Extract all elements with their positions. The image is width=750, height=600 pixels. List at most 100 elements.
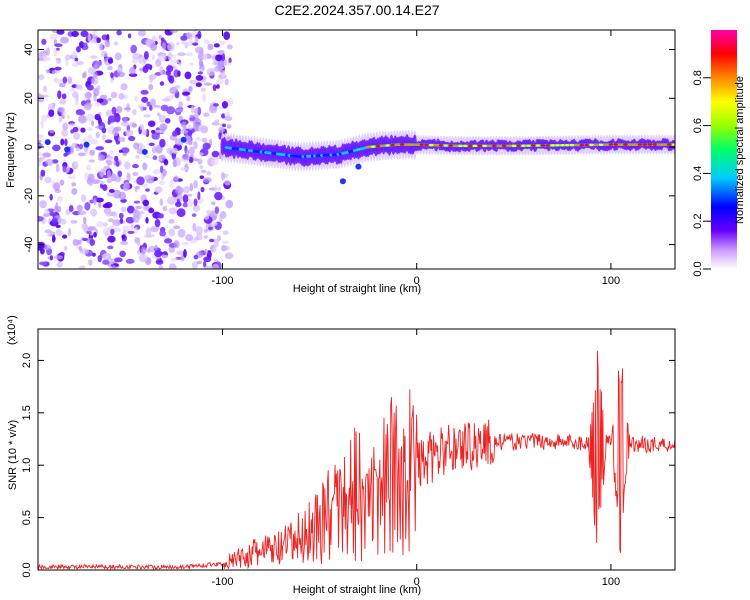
spectrogram-noise-mark (159, 81, 165, 86)
spectrogram-x-tick-label: 100 (602, 275, 620, 287)
spectrogram-noise-mark (71, 182, 77, 187)
spectrogram-noise-mark (87, 134, 93, 143)
spectrogram-noise-mark (182, 202, 188, 208)
spectrogram-noise-mark (78, 245, 82, 252)
spectrogram-noise-mark (168, 207, 178, 215)
spectrogram-noise-mark (116, 30, 122, 36)
spectrogram-noise-mark (226, 44, 233, 50)
spectrogram-noise-mark (203, 228, 208, 233)
spectrogram-frame (37, 29, 676, 270)
spectrogram-band-peak (608, 143, 614, 146)
spectrogram-noise-mark (51, 234, 56, 243)
spectrogram-noise-mark (208, 104, 218, 114)
spectrogram-band-peak (492, 144, 497, 148)
spectrogram-noise-mark (202, 177, 212, 183)
spectrogram-noise-mark (70, 219, 78, 224)
spectrogram-noise-mark (167, 196, 177, 205)
spectrogram-noise-mark (181, 242, 190, 246)
spectrogram-noise-mark (201, 137, 207, 143)
spectrogram-noise-mark (189, 36, 193, 45)
spectrogram-y-tick-label: 40 (23, 43, 35, 55)
snr-x-tick-label: 0 (414, 576, 420, 588)
spectrogram-band-peak (477, 144, 483, 148)
spectrogram-noise-mark (221, 53, 226, 62)
spectrogram-noise-mark (95, 131, 100, 139)
snr-x-label: Height of straight line (km) (293, 584, 421, 596)
spectrogram-noise-mark (124, 182, 130, 191)
spectrogram-noise-mark (127, 230, 135, 234)
spectrogram-noise-mark (161, 254, 168, 259)
spectrogram-band-peak (637, 143, 643, 146)
spectrogram-band-peak (414, 143, 419, 146)
spectrogram-noise-mark (136, 176, 145, 186)
spectrogram-noise-mark (217, 59, 225, 69)
spectrogram-noise-mark (119, 218, 124, 224)
spectrogram-noise-mark (107, 58, 114, 64)
spectrogram-noise-mark (123, 107, 132, 111)
spectrogram-noise-mark (184, 149, 190, 156)
spectrogram-noise-mark (119, 240, 129, 245)
spectrogram-noise-mark (131, 58, 139, 64)
spectrogram-noise-mark (189, 62, 194, 66)
spectrogram-noise-mark (142, 199, 150, 207)
snr-y-tick-label: 0.5 (21, 510, 33, 525)
spectrogram-noise-mark (49, 255, 54, 261)
spectrogram-noise-mark (49, 211, 55, 217)
spectrogram-noise-mark (84, 201, 91, 211)
spectrogram-noise-mark (169, 179, 174, 189)
spectrogram-noise-mark (113, 126, 122, 132)
spectrogram-noise-mark (106, 159, 113, 166)
spectrogram-noise-mark (192, 204, 201, 212)
spectrogram-band-peak (594, 143, 599, 147)
spectrogram-noise-mark (212, 84, 217, 92)
spectrogram-band-peak (662, 143, 667, 146)
spectrogram-noise-mark (83, 224, 89, 233)
spectrogram-blob (180, 136, 187, 143)
spectrogram-noise-mark (134, 237, 139, 244)
spectrogram-noise-mark (42, 152, 52, 158)
spectrogram-noise-mark (118, 149, 123, 153)
spectrogram-noise-mark (195, 74, 204, 81)
spectrogram-noise-mark (195, 136, 201, 141)
spectrogram-noise-mark (189, 183, 194, 192)
spectrogram-noise-mark (157, 112, 161, 117)
spectrogram-noise-mark (203, 235, 208, 239)
spectrogram-noise-mark (207, 43, 214, 51)
spectrogram-noise-mark (181, 40, 188, 46)
spectrogram-noise-mark (177, 70, 181, 77)
spectrogram-noise-mark (60, 138, 65, 146)
spectrogram-noise-mark (158, 114, 166, 123)
spectrogram-noise-mark (74, 101, 79, 106)
spectrogram-band-peak (409, 143, 415, 146)
spectrogram-noise-mark (200, 169, 207, 174)
spectrogram-noise-mark (38, 74, 45, 81)
spectrogram-band-peak (555, 144, 560, 147)
spectrogram-noise-mark (80, 194, 87, 202)
spectrogram-noise-mark (91, 120, 95, 127)
spectrogram-band-peak (569, 143, 575, 147)
spectrogram-noise-mark (200, 87, 206, 92)
spectrogram-band-peak (565, 143, 570, 147)
spectrogram-noise-mark (93, 197, 97, 205)
spectrogram-noise-mark (88, 177, 93, 187)
spectrogram-noise-mark (132, 53, 141, 60)
spectrogram-noise-mark (186, 95, 191, 102)
spectrogram-noise-mark (128, 135, 136, 142)
spectrogram-noise-mark (211, 201, 216, 206)
spectrogram-noise-mark (176, 250, 184, 256)
spectrogram-noise-mark (169, 86, 179, 95)
spectrogram-noise-mark (141, 129, 148, 136)
spectrogram-noise-mark (193, 254, 199, 260)
spectrogram-noise-mark (74, 57, 79, 62)
spectrogram-noise-mark (197, 30, 202, 40)
spectrogram-noise-mark (120, 121, 130, 127)
spectrogram-noise-mark (71, 51, 78, 59)
spectrogram-noise-mark (206, 170, 212, 176)
spectrogram-noise-mark (86, 113, 94, 122)
spectrogram-content (38, 30, 675, 269)
spectrogram-noise-mark (38, 143, 44, 148)
spectrogram-y-tick-label: -20 (23, 188, 35, 204)
spectrogram-noise-mark (98, 154, 106, 162)
spectrogram-noise-mark (178, 62, 182, 66)
colorbar-tick-label: 0.4 (692, 166, 704, 181)
